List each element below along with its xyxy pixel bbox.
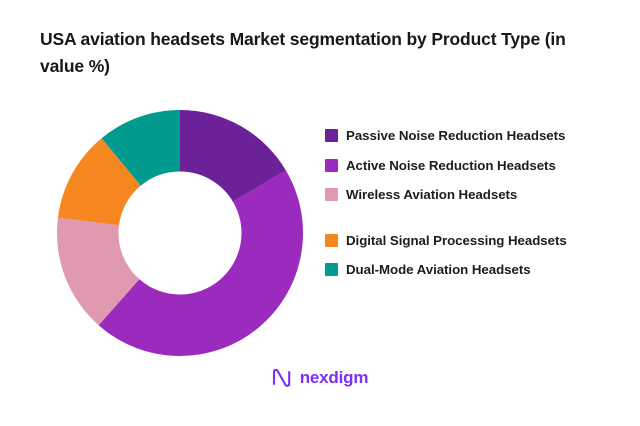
legend-color-swatch xyxy=(325,263,338,276)
donut-slice-group xyxy=(57,110,303,356)
legend-item-label: Active Noise Reduction Headsets xyxy=(346,157,556,173)
legend-item-label: Passive Noise Reduction Headsets xyxy=(346,128,566,143)
legend-item[interactable]: Active Noise Reduction Headsets xyxy=(325,156,615,176)
legend-item[interactable]: Wireless Aviation Headsets xyxy=(325,185,615,205)
chart-legend: Passive Noise Reduction Headsets Active N… xyxy=(325,126,615,290)
legend-item-label: Dual-Mode Aviation Headsets xyxy=(346,262,531,277)
donut-slice[interactable] xyxy=(57,217,140,326)
brand-logo: nexdigm xyxy=(0,368,640,388)
donut-chart xyxy=(57,110,303,356)
legend-item-label: Digital Signal Processing Headsets xyxy=(346,232,567,248)
legend-item[interactable]: Digital Signal Processing Headsets xyxy=(325,231,615,251)
legend-color-swatch xyxy=(325,129,338,142)
page-title: USA aviation headsets Market segmentatio… xyxy=(40,29,566,76)
legend-color-swatch xyxy=(325,188,338,201)
donut-chart-svg xyxy=(57,110,303,356)
donut-slice[interactable] xyxy=(180,110,286,202)
legend-item[interactable]: Passive Noise Reduction Headsets xyxy=(325,126,615,146)
brand-name: nexdigm xyxy=(299,368,369,387)
legend-color-swatch xyxy=(325,158,338,172)
nexdigm-wave-logo-icon xyxy=(272,368,290,387)
donut-slice[interactable] xyxy=(57,138,141,226)
donut-slice[interactable] xyxy=(101,110,180,186)
donut-slice[interactable] xyxy=(98,170,303,356)
legend-item-label: Wireless Aviation Headsets xyxy=(346,187,518,202)
legend-color-swatch xyxy=(325,233,338,247)
legend-item[interactable]: Dual-Mode Aviation Headsets xyxy=(325,260,615,280)
